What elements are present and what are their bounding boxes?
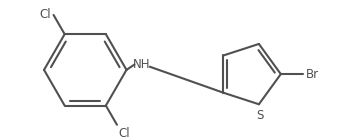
Text: Cl: Cl <box>40 8 52 21</box>
Text: Br: Br <box>306 68 319 81</box>
Text: S: S <box>256 109 264 122</box>
Text: Cl: Cl <box>118 127 130 140</box>
Text: NH: NH <box>132 58 150 71</box>
